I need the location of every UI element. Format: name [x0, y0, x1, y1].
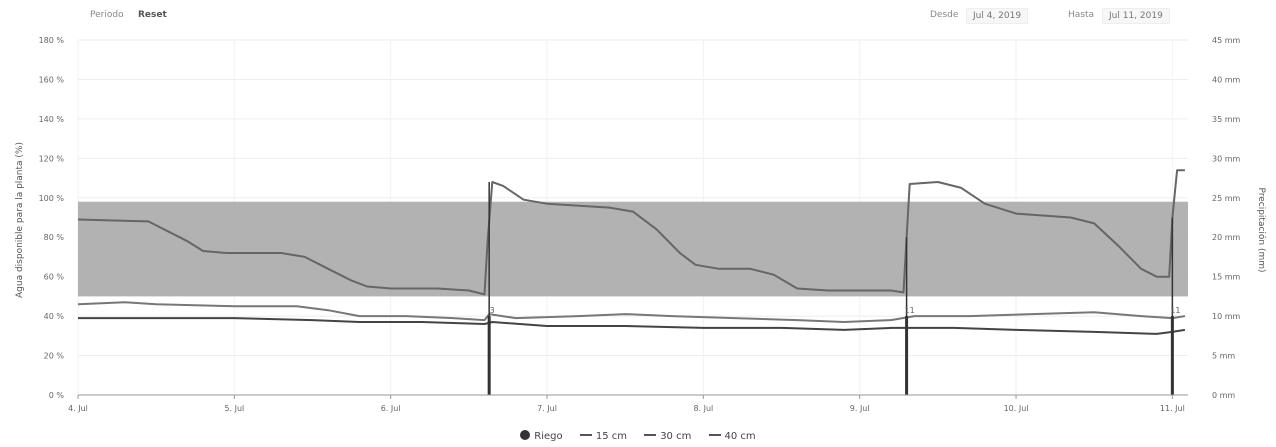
y2-tick-label: 20 mm: [1212, 233, 1241, 242]
x-tick-label: 7. Jul: [537, 404, 557, 413]
to-date-input[interactable]: Jul 11, 2019: [1102, 8, 1170, 24]
y2-tick-label: 45 mm: [1212, 36, 1241, 45]
y2-tick-label: 10 mm: [1212, 312, 1241, 321]
legend-item-15cm[interactable]: 15 cm: [579, 431, 627, 442]
legend-item-40cm[interactable]: 40 cm: [708, 431, 756, 442]
y-tick-label: 180 %: [39, 36, 65, 45]
x-tick-label: 5. Jul: [224, 404, 244, 413]
legend-line-icon: [579, 434, 592, 436]
y2-tick-label: 40 mm: [1212, 75, 1241, 84]
y2-tick-label: 0 mm: [1212, 391, 1235, 400]
from-label: Desde: [930, 10, 959, 20]
x-tick-label: 9. Jul: [850, 404, 870, 413]
y-tick-label: 20 %: [44, 352, 65, 361]
series-line-40cm: [78, 317, 1186, 335]
chart-legend: Riego 15 cm 30 cm 40 cm: [0, 430, 1276, 442]
y2-tick-label: 15 mm: [1212, 273, 1241, 282]
x-tick-label: 11. Jul: [1160, 404, 1185, 413]
y-tick-label: 40 %: [44, 312, 65, 321]
period-label: Periodo: [90, 10, 124, 20]
y-tick-label: 80 %: [44, 233, 65, 242]
soil-moisture-chart: 3 11 11 0 % 20 % 40 % 60 % 80 % 100 % 120 % 140 %…: [15, 36, 1267, 413]
series-line-15cm: [77, 169, 1185, 296]
legend-label-40cm: 40 cm: [724, 431, 756, 442]
legend-item-30cm[interactable]: 30 cm: [644, 431, 691, 442]
y-tick-label: 120 %: [39, 154, 65, 163]
y-tick-label: 100 %: [39, 194, 65, 203]
optimal-band-rect: [78, 201, 1188, 297]
y2-tick-label: 25 mm: [1212, 194, 1241, 203]
legend-label-riego: Riego: [534, 431, 563, 442]
legend-item-riego[interactable]: Riego: [520, 430, 563, 442]
y-tick-label: 160 %: [39, 75, 65, 84]
y-tick-label: 0 %: [49, 391, 65, 400]
x-tick-label: 10. Jul: [1004, 404, 1029, 413]
from-date-input[interactable]: Jul 4, 2019: [966, 8, 1029, 24]
y2-tick-label: 5 mm: [1212, 352, 1235, 361]
irrigation-label: 11: [1170, 306, 1180, 315]
irrigation-label: 3: [490, 306, 495, 315]
legend-label-30cm: 30 cm: [660, 431, 692, 442]
y-tick-label: 60 %: [44, 273, 65, 282]
legend-line-icon: [708, 434, 721, 436]
y-tick-label: 140 %: [39, 115, 65, 124]
y2-tick-label: 35 mm: [1212, 115, 1241, 124]
x-tick-label: 4. Jul: [68, 404, 88, 413]
axes: 0 % 20 % 40 % 60 % 80 % 100 % 120 % 140 % 160 % 1…: [39, 36, 1241, 413]
optimal-range-band: [78, 201, 1188, 297]
x-tick-label: 6. Jul: [381, 404, 401, 413]
y2-axis-title: Precipitación (mm): [1256, 187, 1267, 272]
y2-tick-label: 30 mm: [1212, 154, 1241, 163]
legend-line-icon: [644, 434, 657, 436]
to-label: Hasta: [1068, 10, 1095, 20]
irrigation-markers: 3 11 11: [487, 182, 1180, 395]
series-lines: [77, 169, 1186, 335]
chart-controls: Periodo Reset Desde Jul 4, 2019 Hasta Ju…: [0, 6, 1276, 26]
x-tick-label: 8. Jul: [693, 404, 713, 413]
legend-dot-icon: [520, 430, 531, 440]
irrigation-label: 11: [904, 306, 914, 315]
reset-button[interactable]: Reset: [138, 10, 167, 20]
y-axis-title: Agua disponible para la planta (%): [15, 142, 25, 298]
legend-label-15cm: 15 cm: [595, 431, 627, 442]
series-line-30cm: [77, 301, 1186, 323]
